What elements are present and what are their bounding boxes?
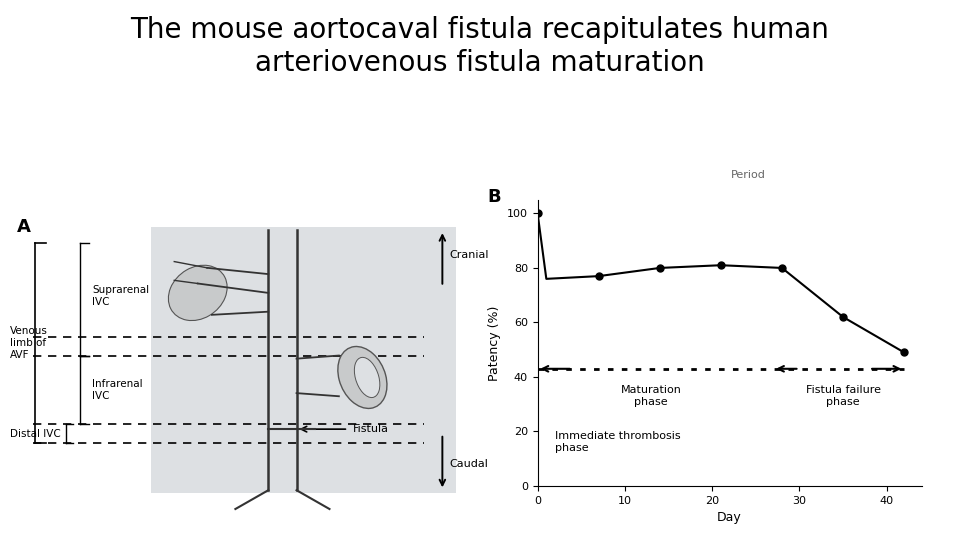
Text: Suprarenal
IVC: Suprarenal IVC	[92, 285, 149, 307]
Ellipse shape	[354, 357, 380, 397]
FancyBboxPatch shape	[151, 227, 457, 494]
Ellipse shape	[168, 265, 228, 321]
Text: Fistula failure
phase: Fistula failure phase	[805, 385, 880, 407]
Text: Fistula: Fistula	[353, 424, 389, 434]
Text: A: A	[16, 218, 31, 236]
Text: Infrarenal
IVC: Infrarenal IVC	[92, 379, 142, 401]
Text: Cranial: Cranial	[449, 251, 489, 260]
Text: Distal IVC: Distal IVC	[10, 429, 60, 439]
Text: Immediate thrombosis
phase: Immediate thrombosis phase	[555, 431, 681, 453]
Text: Period: Period	[732, 170, 766, 180]
Text: Venous
limb of
AVF: Venous limb of AVF	[10, 326, 47, 360]
Text: Maturation
phase: Maturation phase	[620, 385, 682, 407]
Text: B: B	[488, 188, 501, 206]
Text: The mouse aortocaval fistula recapitulates human
arteriovenous fistula maturatio: The mouse aortocaval fistula recapitulat…	[131, 16, 829, 77]
Text: Caudal: Caudal	[449, 458, 489, 469]
Y-axis label: Patency (%): Patency (%)	[489, 305, 501, 381]
Ellipse shape	[338, 347, 387, 408]
X-axis label: Day: Day	[717, 511, 742, 524]
